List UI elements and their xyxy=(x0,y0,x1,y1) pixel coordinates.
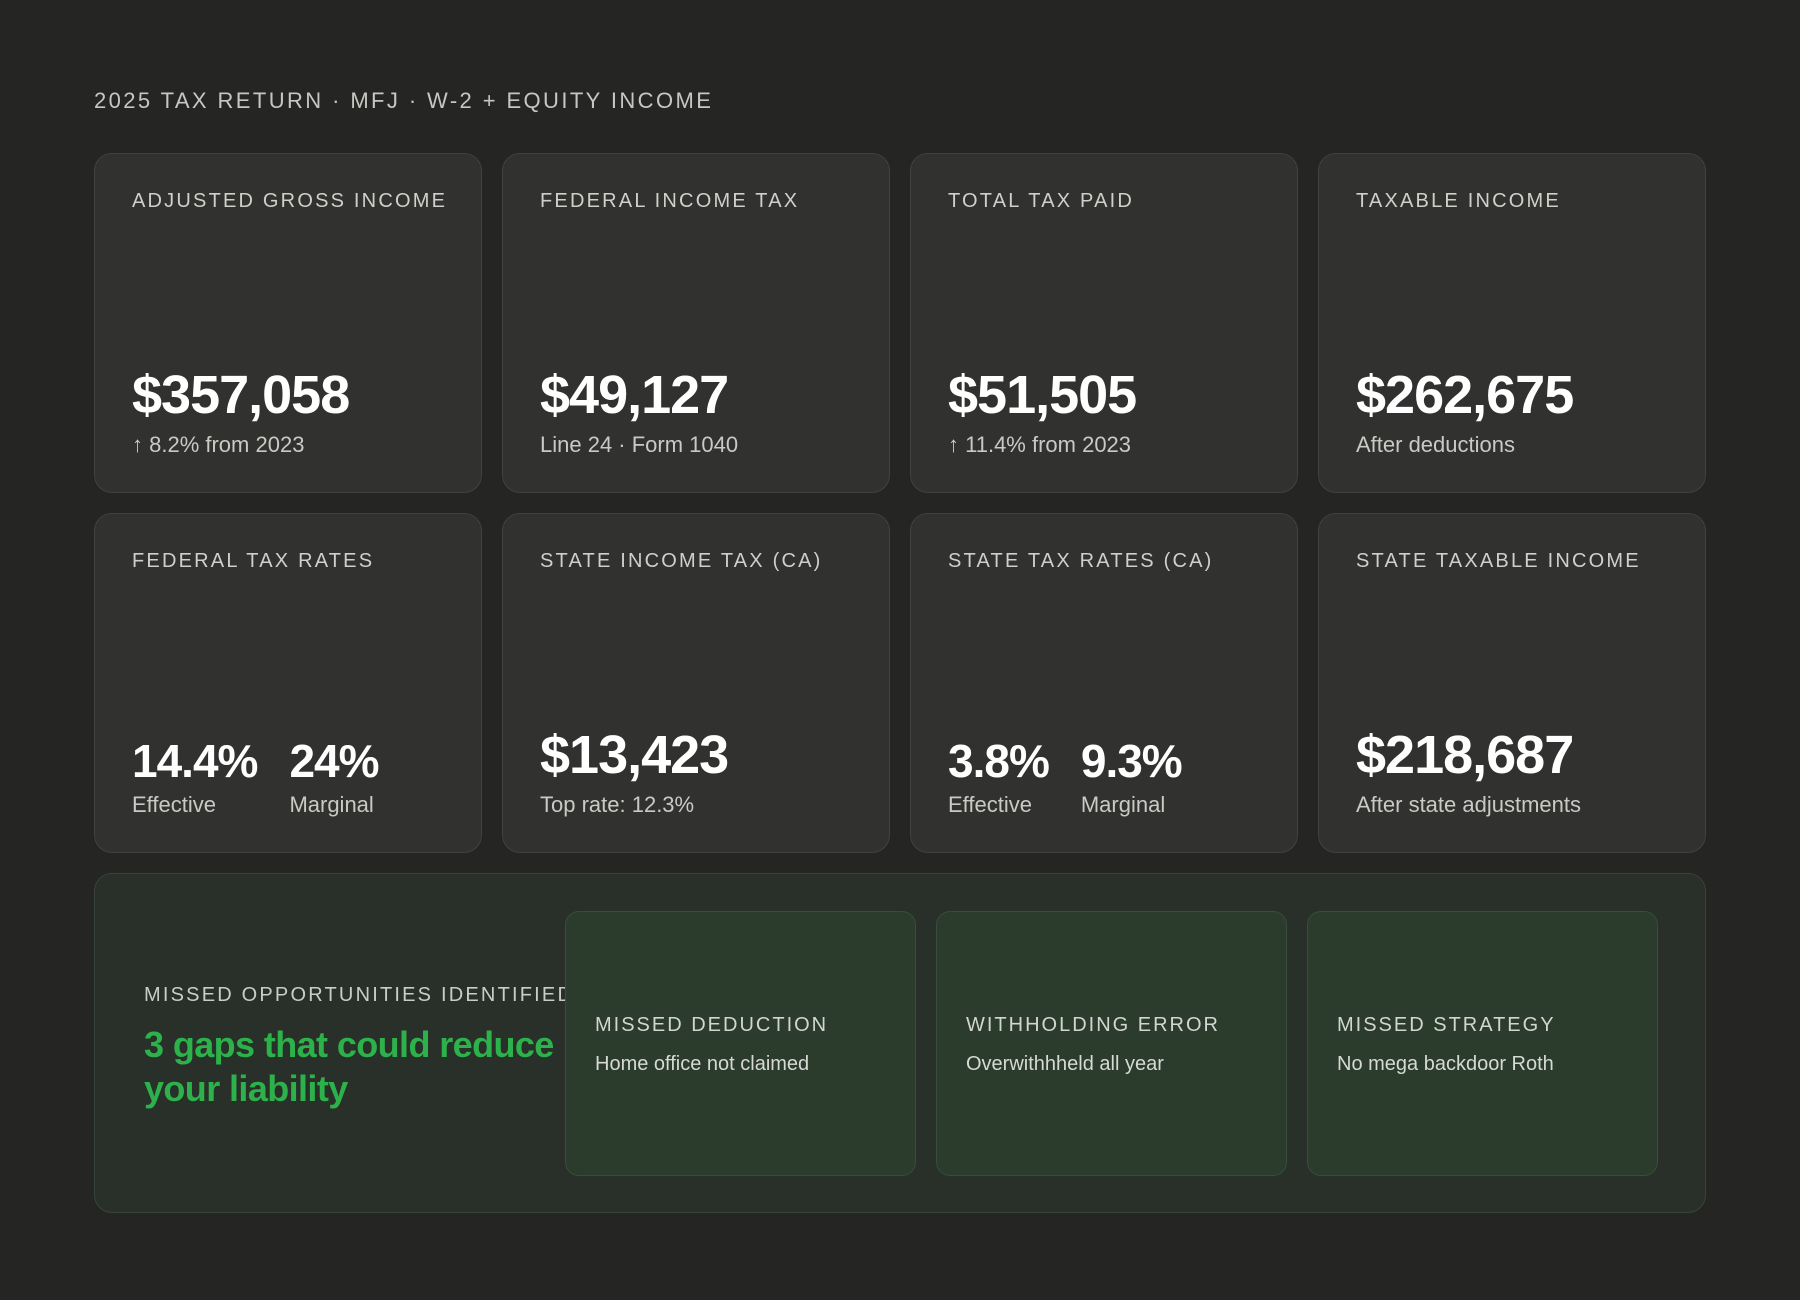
page-header-label: 2025 TAX RETURN · MFJ · W-2 + EQUITY INC… xyxy=(94,88,714,113)
card-label: FEDERAL TAX RATES xyxy=(132,550,375,572)
rate-caption: Marginal xyxy=(289,792,374,817)
opportunity-title: MISSED DEDUCTION xyxy=(595,1014,829,1036)
opportunities-kicker: MISSED OPPORTUNITIES IDENTIFIED xyxy=(144,984,575,1006)
card-federal-income-tax[interactable]: FEDERAL INCOME TAX $49,127 Line 24 · For… xyxy=(502,153,890,493)
opportunity-description: Overwithhheld all year xyxy=(966,1053,1164,1075)
rate-caption: Effective xyxy=(948,792,1032,817)
rate-pair: 14.4% Effective 24% Marginal xyxy=(132,732,380,818)
card-state-tax-rates[interactable]: STATE TAX RATES (CA) 3.8% Effective 9.3%… xyxy=(910,513,1298,853)
card-label: STATE TAX RATES (CA) xyxy=(948,550,1214,572)
card-value: $218,687 xyxy=(1356,725,1574,785)
opportunity-card-list: MISSED DEDUCTION Home office not claimed… xyxy=(565,911,1658,1176)
card-label: ADJUSTED GROSS INCOME xyxy=(132,190,448,212)
rate-marginal: 9.3% Marginal xyxy=(1080,732,1183,818)
card-state-taxable-income[interactable]: STATE TAXABLE INCOME $218,687 After stat… xyxy=(1318,513,1706,853)
rate-value: 14.4% xyxy=(132,735,258,787)
summary-card-grid: ADJUSTED GROSS INCOME $357,058 ↑ 8.2% fr… xyxy=(94,153,1706,853)
missed-opportunities-panel: MISSED OPPORTUNITIES IDENTIFIED 3 gaps t… xyxy=(94,873,1706,1213)
opportunity-title: WITHHOLDING ERROR xyxy=(966,1014,1220,1036)
card-value: $13,423 xyxy=(540,725,729,785)
card-subtext: Line 24 · Form 1040 xyxy=(540,432,739,457)
card-state-income-tax[interactable]: STATE INCOME TAX (CA) $13,423 Top rate: … xyxy=(502,513,890,853)
card-subtext: After deductions xyxy=(1356,432,1515,457)
card-total-tax-paid[interactable]: TOTAL TAX PAID $51,505 ↑ 11.4% from 2023 xyxy=(910,153,1298,493)
opportunity-description: No mega backdoor Roth xyxy=(1337,1053,1554,1075)
opportunity-card-withholding-error[interactable]: WITHHOLDING ERROR Overwithhheld all year xyxy=(936,911,1287,1176)
rate-value: 9.3% xyxy=(1080,735,1183,787)
rate-caption: Marginal xyxy=(1080,792,1166,817)
card-value: $262,675 xyxy=(1356,365,1574,425)
card-taxable-income[interactable]: TAXABLE INCOME $262,675 After deductions xyxy=(1318,153,1706,493)
card-subtext: ↑ 8.2% from 2023 xyxy=(132,432,305,457)
rate-pair: 3.8% Effective 9.3% Marginal xyxy=(948,732,1183,818)
rate-marginal: 24% Marginal xyxy=(289,732,379,818)
card-value: $357,058 xyxy=(132,365,350,425)
opportunity-description: Home office not claimed xyxy=(595,1053,810,1075)
card-label: STATE INCOME TAX (CA) xyxy=(540,550,823,572)
card-label: TOTAL TAX PAID xyxy=(948,190,1135,212)
card-label: STATE TAXABLE INCOME xyxy=(1356,550,1641,572)
opportunities-headline: 3 gaps that could reduce your liability xyxy=(144,1024,554,1109)
rate-effective: 14.4% Effective xyxy=(132,732,258,818)
card-federal-tax-rates[interactable]: FEDERAL TAX RATES 14.4% Effective 24% Ma… xyxy=(94,513,482,853)
rate-effective: 3.8% Effective xyxy=(948,732,1050,818)
card-value: $51,505 xyxy=(948,365,1137,425)
rate-value: 24% xyxy=(289,735,379,787)
opportunity-card-missed-deduction[interactable]: MISSED DEDUCTION Home office not claimed xyxy=(565,911,916,1176)
card-value: $49,127 xyxy=(540,365,729,425)
card-subtext: After state adjustments xyxy=(1356,792,1581,817)
card-adjusted-gross-income[interactable]: ADJUSTED GROSS INCOME $357,058 ↑ 8.2% fr… xyxy=(94,153,482,493)
opportunities-intro: MISSED OPPORTUNITIES IDENTIFIED 3 gaps t… xyxy=(144,984,575,1111)
rate-caption: Effective xyxy=(132,792,216,817)
card-subtext: ↑ 11.4% from 2023 xyxy=(948,432,1132,457)
opportunity-card-missed-strategy[interactable]: MISSED STRATEGY No mega backdoor Roth xyxy=(1307,911,1658,1176)
rate-value: 3.8% xyxy=(948,735,1050,787)
opportunity-title: MISSED STRATEGY xyxy=(1337,1014,1556,1036)
card-subtext: Top rate: 12.3% xyxy=(540,792,695,817)
card-label: FEDERAL INCOME TAX xyxy=(540,190,800,212)
card-label: TAXABLE INCOME xyxy=(1356,190,1561,212)
